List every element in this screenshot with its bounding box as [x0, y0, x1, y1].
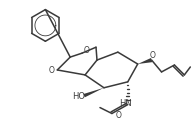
Text: O: O — [83, 46, 89, 55]
Text: HO: HO — [72, 92, 85, 101]
Text: HN: HN — [120, 99, 132, 108]
Text: O: O — [116, 111, 122, 120]
Text: O: O — [150, 51, 156, 60]
Polygon shape — [138, 58, 152, 64]
Polygon shape — [83, 88, 104, 97]
Text: O: O — [48, 66, 54, 76]
